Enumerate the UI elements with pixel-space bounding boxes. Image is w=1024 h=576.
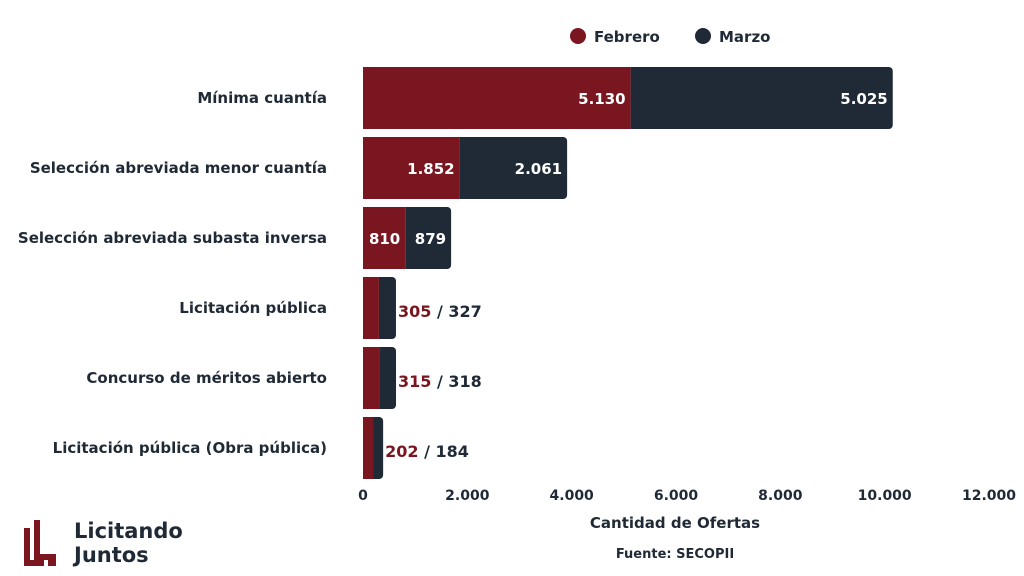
bar-febrero: [363, 67, 631, 129]
value-label-febrero: 5.130: [578, 90, 625, 108]
value-label-febrero: 202: [385, 442, 418, 461]
bar-febrero: [363, 347, 380, 409]
x-tick-label: 12.000: [962, 488, 1016, 504]
bar-febrero: [363, 137, 460, 199]
value-labels: 5.130 5.025 1.852 2.061 810 879 305 / 327 315 /…: [369, 90, 888, 461]
bar-marzo: [630, 67, 889, 129]
value-label-febrero: 305: [398, 302, 431, 321]
value-label-marzo: 318: [448, 372, 481, 391]
legend-swatch-febrero: [570, 28, 586, 44]
value-label-pair: 202 / 184: [385, 442, 469, 461]
bar-marzo: [373, 417, 380, 479]
x-tick-label: 0: [358, 488, 368, 504]
category-label: Licitación pública (Obra pública): [53, 439, 327, 457]
bar-febrero: [363, 207, 406, 269]
category-label: Mínima cuantía: [197, 89, 327, 107]
bar-febrero: [363, 417, 374, 479]
value-label-febrero: 810: [369, 230, 400, 248]
value-label-separator: /: [419, 442, 436, 461]
category-label: Selección abreviada menor cuantía: [30, 159, 327, 177]
x-tick-label: 4.000: [550, 488, 595, 504]
logo-icon: [24, 520, 56, 566]
x-axis-title: Cantidad de Ofertas: [590, 514, 760, 532]
source-note: Fuente: SECOPII: [616, 547, 734, 562]
bar-febrero: [363, 277, 379, 339]
legend-label-marzo: Marzo: [719, 28, 770, 46]
category-label: Selección abreviada subasta inversa: [18, 229, 327, 247]
value-label-pair: 305 / 327: [398, 302, 482, 321]
value-label-marzo: 327: [448, 302, 481, 321]
brand-name-line2: Juntos: [74, 543, 149, 567]
value-label-separator: /: [431, 302, 448, 321]
value-label-marzo: 5.025: [840, 90, 887, 108]
bar-marzo: [378, 277, 392, 339]
bar-marzo: [379, 347, 393, 409]
value-label-febrero: 315: [398, 372, 431, 391]
brand-logo: Licitando Juntos: [22, 516, 192, 570]
x-tick-label: 2.000: [445, 488, 490, 504]
bar-marzo: [459, 137, 564, 199]
legend-swatch-marzo: [695, 28, 711, 44]
bars: [363, 67, 893, 479]
category-label: Licitación pública: [179, 299, 327, 317]
value-label-marzo: 184: [436, 442, 469, 461]
x-tick-label: 8.000: [758, 488, 803, 504]
legend: Febrero Marzo: [570, 28, 770, 46]
brand-name-line1: Licitando: [74, 519, 183, 543]
value-label-pair: 315 / 318: [398, 372, 482, 391]
value-label-marzo: 2.061: [515, 160, 562, 178]
category-label: Concurso de méritos abierto: [86, 369, 327, 387]
value-label-separator: /: [431, 372, 448, 391]
x-tick-label: 6.000: [654, 488, 699, 504]
x-tick-label: 10.000: [858, 488, 912, 504]
value-label-febrero: 1.852: [407, 160, 454, 178]
bar-marzo: [405, 207, 448, 269]
x-axis-ticks: 0 2.000 4.000 6.000 8.000 10.000 12.000: [358, 488, 1016, 504]
value-label-marzo: 879: [415, 230, 446, 248]
legend-label-febrero: Febrero: [594, 28, 660, 46]
category-labels: Mínima cuantía Selección abreviada menor …: [18, 89, 327, 457]
